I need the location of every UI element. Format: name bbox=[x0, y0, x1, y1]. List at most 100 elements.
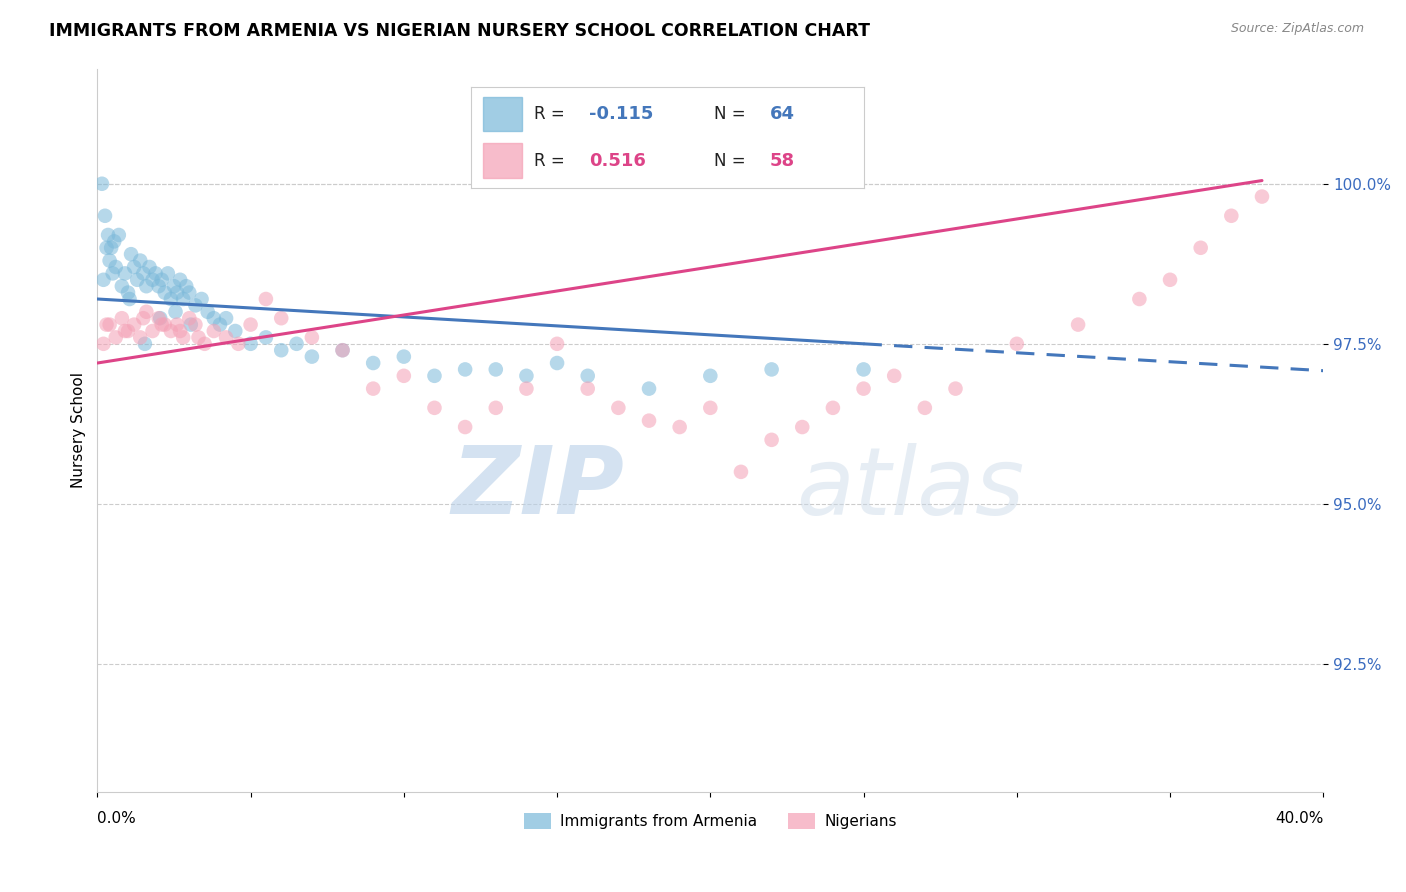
Point bbox=[423, 368, 446, 383]
Text: 40.0%: 40.0% bbox=[1275, 811, 1323, 826]
Point bbox=[1159, 273, 1181, 287]
Point bbox=[761, 433, 783, 447]
Point bbox=[127, 273, 149, 287]
Point bbox=[111, 279, 134, 293]
Point bbox=[132, 311, 155, 326]
Point bbox=[160, 292, 183, 306]
Point bbox=[104, 330, 127, 344]
Point bbox=[254, 292, 277, 306]
Point bbox=[254, 330, 277, 344]
Point bbox=[638, 382, 661, 396]
Point bbox=[224, 324, 246, 338]
Point bbox=[114, 266, 136, 280]
Point bbox=[208, 318, 231, 332]
Point bbox=[914, 401, 936, 415]
Point bbox=[945, 382, 967, 396]
Point bbox=[546, 356, 568, 370]
Point bbox=[180, 318, 202, 332]
Point bbox=[135, 305, 157, 319]
Point bbox=[1220, 209, 1243, 223]
Point bbox=[101, 266, 124, 280]
Point bbox=[1189, 241, 1212, 255]
Point bbox=[730, 465, 752, 479]
Point bbox=[129, 330, 152, 344]
Point bbox=[301, 330, 323, 344]
Point bbox=[485, 362, 508, 376]
Point bbox=[149, 311, 172, 326]
Point bbox=[792, 420, 814, 434]
Point bbox=[454, 362, 477, 376]
Point bbox=[638, 414, 661, 428]
Text: Source: ZipAtlas.com: Source: ZipAtlas.com bbox=[1230, 22, 1364, 36]
Point bbox=[194, 336, 217, 351]
Point bbox=[239, 336, 262, 351]
Point bbox=[132, 266, 155, 280]
Point bbox=[93, 336, 115, 351]
Point bbox=[301, 350, 323, 364]
Point bbox=[117, 285, 139, 300]
Point bbox=[138, 260, 160, 274]
Point bbox=[174, 279, 197, 293]
Point bbox=[97, 227, 120, 242]
Point bbox=[1005, 336, 1028, 351]
Point bbox=[576, 382, 599, 396]
Point bbox=[883, 368, 905, 383]
Point bbox=[145, 266, 167, 280]
Point bbox=[114, 324, 136, 338]
Point bbox=[156, 266, 179, 280]
Text: ZIP: ZIP bbox=[451, 442, 624, 534]
Point bbox=[423, 401, 446, 415]
Point bbox=[169, 324, 191, 338]
Point bbox=[93, 273, 115, 287]
Point bbox=[179, 311, 201, 326]
Point bbox=[1067, 318, 1090, 332]
Text: IMMIGRANTS FROM ARMENIA VS NIGERIAN NURSERY SCHOOL CORRELATION CHART: IMMIGRANTS FROM ARMENIA VS NIGERIAN NURS… bbox=[49, 22, 870, 40]
Point bbox=[118, 292, 141, 306]
Point bbox=[100, 241, 122, 255]
Point bbox=[202, 324, 225, 338]
Point bbox=[392, 368, 415, 383]
Point bbox=[160, 324, 183, 338]
Point bbox=[148, 279, 170, 293]
Point bbox=[668, 420, 690, 434]
Point bbox=[153, 285, 176, 300]
Point bbox=[120, 247, 142, 261]
Point bbox=[1128, 292, 1150, 306]
Text: atlas: atlas bbox=[796, 442, 1025, 533]
Point bbox=[153, 318, 176, 332]
Point bbox=[98, 253, 121, 268]
Point bbox=[576, 368, 599, 383]
Point bbox=[546, 336, 568, 351]
Point bbox=[202, 311, 225, 326]
Point bbox=[361, 382, 384, 396]
Point bbox=[239, 318, 262, 332]
Point bbox=[699, 368, 721, 383]
Point bbox=[761, 362, 783, 376]
Point bbox=[179, 285, 201, 300]
Point bbox=[270, 343, 292, 358]
Point bbox=[122, 318, 145, 332]
Point bbox=[107, 227, 129, 242]
Point bbox=[169, 273, 191, 287]
Point bbox=[392, 350, 415, 364]
Point bbox=[215, 330, 238, 344]
Point bbox=[228, 336, 250, 351]
Point bbox=[187, 330, 209, 344]
Point bbox=[270, 311, 292, 326]
Point bbox=[129, 253, 152, 268]
Point bbox=[141, 324, 163, 338]
Point bbox=[103, 235, 125, 249]
Point bbox=[361, 356, 384, 370]
Point bbox=[1251, 189, 1274, 203]
Point bbox=[172, 292, 194, 306]
Legend: Immigrants from Armenia, Nigerians: Immigrants from Armenia, Nigerians bbox=[517, 806, 903, 835]
Point bbox=[96, 318, 118, 332]
Point bbox=[607, 401, 630, 415]
Point bbox=[166, 285, 188, 300]
Point bbox=[285, 336, 308, 351]
Point bbox=[699, 401, 721, 415]
Point bbox=[166, 318, 188, 332]
Point bbox=[215, 311, 238, 326]
Point bbox=[91, 177, 114, 191]
Point bbox=[852, 382, 875, 396]
